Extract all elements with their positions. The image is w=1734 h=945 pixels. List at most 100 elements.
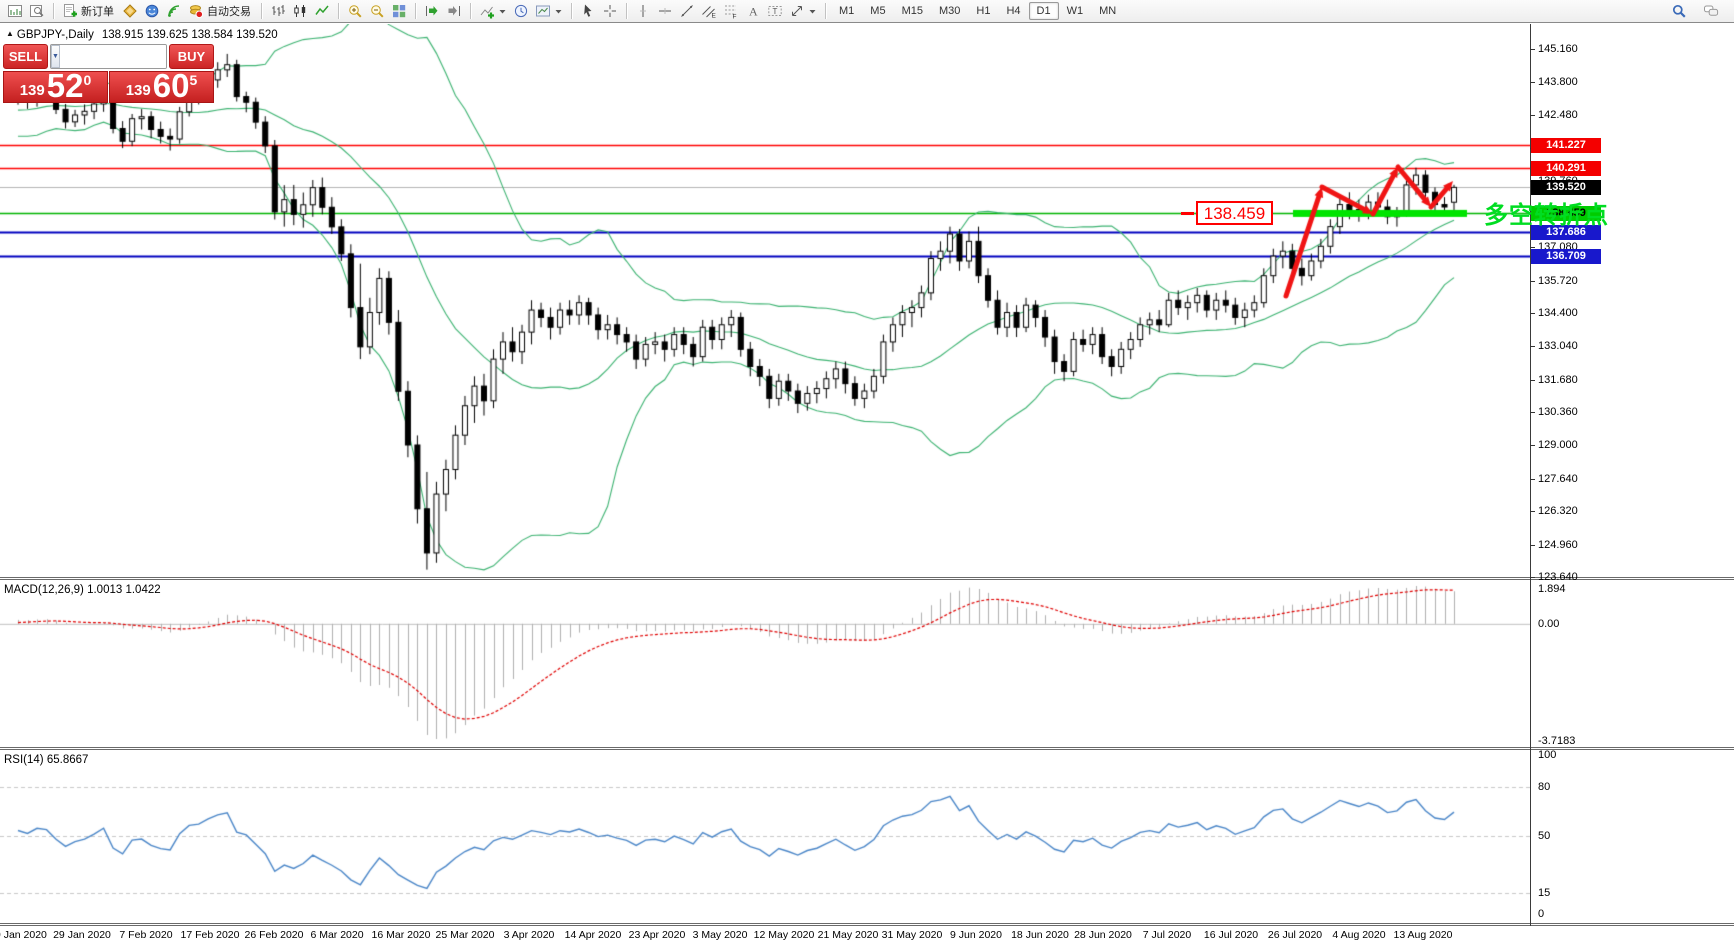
price-axis-tick — [1530, 479, 1535, 480]
toolbar-group: 新订单 自动交易 — [59, 0, 256, 22]
market-icon[interactable] — [119, 1, 141, 21]
rsi-indicator-panel[interactable] — [0, 750, 1530, 924]
text-label-icon: T — [767, 3, 783, 19]
timeframe-m1[interactable]: M1 — [839, 5, 855, 17]
periods-icon[interactable] — [510, 1, 532, 21]
timeframe-m15[interactable]: M15 — [901, 5, 923, 17]
line-chart-icon[interactable] — [311, 1, 333, 21]
price-axis-tick — [1530, 313, 1535, 314]
vertical-line-icon[interactable] — [632, 1, 654, 21]
toolbar-group — [267, 0, 333, 22]
price-axis-value: 145.160 — [1538, 43, 1578, 55]
market-icon — [122, 3, 138, 19]
new-order-button-label: 新订单 — [81, 6, 114, 18]
timeframe-m5[interactable]: M5 — [870, 5, 886, 17]
trendline-icon — [679, 3, 695, 19]
date-axis[interactable]: 20 Jan 2020 29 Jan 2020 7 Feb 2020 17 Feb 2… — [0, 926, 1734, 945]
autotrading-button[interactable]: 自动交易 — [185, 1, 256, 21]
price-axis-tick — [1530, 346, 1535, 347]
date-axis-label: 26 Feb 2020 — [244, 929, 304, 941]
text-icon[interactable]: A — [742, 1, 764, 21]
buy-button[interactable]: BUY — [169, 44, 214, 69]
zoom-in-icon[interactable] — [344, 1, 366, 21]
line-chart-icon — [314, 3, 330, 19]
timeframe-h1[interactable]: H1 — [976, 5, 991, 17]
price-axis-value: 142.480 — [1538, 108, 1578, 121]
price-axis-value: 131.680 — [1538, 373, 1578, 386]
data-preview-icon[interactable] — [26, 1, 48, 21]
price-axis-border — [1530, 24, 1531, 945]
panel-splitter[interactable] — [0, 923, 1734, 926]
fibonacci-icon[interactable]: F — [720, 1, 742, 21]
indicator-axis-value: 1.894 — [1538, 583, 1566, 595]
price-level-callout[interactable]: 138.459 — [1196, 201, 1273, 225]
symbol-marker-icon: ▲ — [6, 29, 14, 38]
cursor-icon — [580, 3, 596, 19]
price-tag-136.709: 136.709 — [1531, 248, 1601, 264]
new-order-button[interactable]: 新订单 — [59, 1, 119, 21]
cursor-icon[interactable] — [577, 1, 599, 21]
date-axis-label: 13 Aug 2020 — [1393, 929, 1453, 941]
chart-shift-icon[interactable] — [443, 1, 465, 21]
auto-scroll-icon — [424, 3, 440, 19]
trendline-icon[interactable] — [676, 1, 698, 21]
templates-dropdown[interactable] — [532, 1, 566, 21]
date-axis-label: 29 Jan 2020 — [53, 929, 111, 941]
shapes-dropdown[interactable] — [786, 1, 820, 21]
indicator-axis-value: 100 — [1538, 749, 1557, 761]
toolbar-separator — [571, 3, 572, 19]
indicators-dropdown[interactable] — [476, 1, 510, 21]
zoom-out-icon[interactable] — [366, 1, 388, 21]
panel-splitter[interactable] — [0, 577, 1734, 580]
search-icon[interactable] — [1668, 1, 1690, 21]
svg-text:E: E — [712, 13, 717, 20]
candlestick-icon[interactable] — [289, 1, 311, 21]
volume-input[interactable] — [59, 45, 166, 68]
community-icon[interactable] — [141, 1, 163, 21]
indicator-axis-value: 80 — [1538, 780, 1551, 793]
sell-price-panel[interactable]: 139 52 0 — [3, 69, 108, 103]
turning-point-label[interactable]: 多空转折点 — [1484, 202, 1609, 229]
date-axis-label: 20 Jan 2020 — [0, 929, 47, 941]
timeframe-mn[interactable]: MN — [1099, 5, 1117, 17]
text-icon: A — [745, 3, 761, 19]
chart-window-icon — [7, 3, 23, 19]
date-axis-label: 9 Jun 2020 — [950, 929, 1002, 941]
timeframe-h4[interactable]: H4 — [1006, 5, 1021, 17]
signals-icon[interactable] — [163, 1, 185, 21]
sell-button[interactable]: SELL — [3, 44, 48, 69]
timeframe-d1[interactable]: D1 — [1028, 2, 1059, 20]
toolbar-separator — [415, 3, 416, 19]
bar-chart-icon[interactable] — [267, 1, 289, 21]
buy-price-panel[interactable]: 139 60 5 — [109, 69, 214, 103]
rsi-value: 65.8667 — [46, 754, 89, 766]
toolbar-separator — [470, 3, 471, 19]
text-label-icon[interactable]: T — [764, 1, 786, 21]
chart-window-icon[interactable] — [4, 1, 26, 21]
tile-windows-icon[interactable] — [388, 1, 410, 21]
chat-icon[interactable] — [1700, 1, 1722, 21]
horizontal-line-icon — [657, 3, 673, 19]
autotrading-button — [188, 3, 204, 19]
toolbar-separator — [53, 3, 54, 19]
price-axis-value: 124.960 — [1538, 538, 1578, 551]
channel-icon[interactable]: E — [698, 1, 720, 21]
tile-windows-icon — [391, 3, 407, 19]
horizontal-line-icon[interactable] — [654, 1, 676, 21]
date-axis-label: 7 Jul 2020 — [1142, 929, 1192, 941]
indicators-dropdown — [479, 3, 495, 19]
macd-indicator-panel[interactable] — [0, 580, 1530, 747]
auto-scroll-icon[interactable] — [421, 1, 443, 21]
rsi-name: RSI(14) — [4, 754, 44, 766]
panel-splitter[interactable] — [0, 747, 1734, 750]
date-axis-label: 6 Mar 2020 — [310, 929, 364, 941]
volume-decrease-button[interactable]: ▼ — [51, 45, 60, 68]
timeframe-w1[interactable]: W1 — [1066, 5, 1084, 17]
crosshair-icon[interactable] — [599, 1, 621, 21]
sell-price-point: 0 — [83, 72, 92, 88]
date-axis-label: 18 Jun 2020 — [1011, 929, 1069, 941]
date-axis-label: 3 Apr 2020 — [503, 929, 555, 941]
timeframe-m30[interactable]: M30 — [938, 5, 961, 17]
chart-title: ▲ GBPJPY-,Daily 138.915 139.625 138.584 13… — [6, 29, 278, 41]
main-price-chart[interactable] — [0, 24, 1530, 577]
